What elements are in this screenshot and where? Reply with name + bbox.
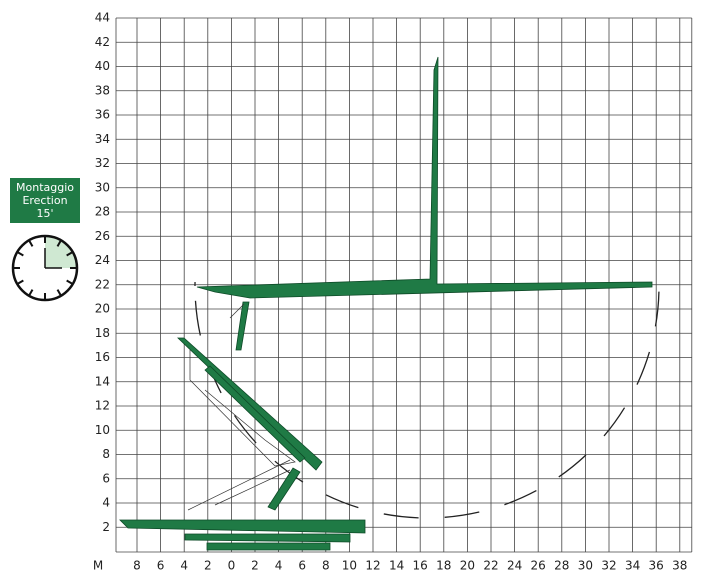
y-axis-label: 26: [95, 229, 110, 243]
clock-icon: [11, 234, 79, 302]
y-axis-label: 4: [102, 496, 110, 510]
x-axis-label: 32: [601, 559, 616, 573]
x-axis-label: 28: [554, 559, 569, 573]
x-axis-label: 4: [180, 559, 188, 573]
x-axis-unit: M: [93, 559, 103, 573]
y-axis-label: 36: [95, 108, 110, 122]
y-axis-label: 44: [95, 11, 110, 25]
x-axis-label: 8: [133, 559, 141, 573]
y-axis-label: 32: [95, 156, 110, 170]
y-axis-label: 12: [95, 399, 110, 413]
y-axis-label: 30: [95, 180, 110, 194]
badge-line: Erection: [22, 194, 67, 207]
x-axis-label: 34: [625, 559, 640, 573]
y-axis-label: 40: [95, 59, 110, 73]
y-axis-label: 20: [95, 302, 110, 316]
y-axis-label: 6: [102, 471, 110, 485]
x-axis-label: 12: [365, 559, 380, 573]
badge-line: Montaggio: [16, 181, 74, 194]
y-axis-label: 8: [102, 447, 110, 461]
y-axis-label: 22: [95, 277, 110, 291]
x-axis-label: 18: [436, 559, 451, 573]
badge-line: 15': [36, 207, 53, 220]
badge-box: [10, 178, 80, 223]
x-axis-label: 30: [578, 559, 593, 573]
y-axis-label: 10: [95, 423, 110, 437]
clock-tick: [56, 240, 62, 247]
x-axis-label: 22: [483, 559, 498, 573]
y-axis-label: 16: [95, 350, 110, 364]
x-axis-label: 20: [460, 559, 475, 573]
clock-tick: [28, 289, 34, 296]
badge: Montaggio Erection 15': [10, 178, 80, 223]
x-axis-label: 2: [204, 559, 212, 573]
x-axis-label: 38: [672, 559, 687, 573]
x-axis-label: 6: [298, 559, 306, 573]
x-axis-label: 6: [157, 559, 165, 573]
y-axis-label: 34: [95, 132, 110, 146]
x-axis-label: 2: [251, 559, 259, 573]
x-axis-label: 10: [342, 559, 357, 573]
x-axis-label: 8: [322, 559, 330, 573]
clock-tick: [28, 240, 34, 247]
y-axis-label: 2: [102, 520, 110, 534]
crane-folded: [119, 519, 366, 551]
x-axis-label: 0: [228, 559, 236, 573]
crane-erecting: [177, 337, 323, 511]
y-axis-label: 24: [95, 253, 110, 267]
x-axis-label: 16: [413, 559, 428, 573]
x-axis-label: 24: [507, 559, 522, 573]
y-axis-label: 42: [95, 35, 110, 49]
y-axis-label: 28: [95, 205, 110, 219]
y-axis-label: 14: [95, 374, 110, 388]
x-axis-label: 36: [649, 559, 664, 573]
clock-tick: [17, 279, 24, 285]
clock-tick: [66, 251, 73, 257]
x-axis-label: 4: [275, 559, 283, 573]
clock-tick: [17, 251, 24, 257]
x-axis-label: 14: [389, 559, 404, 573]
y-axis-label: 38: [95, 83, 110, 97]
grid: 8 6 4 2 0 2 4 6 8 10 12 14 16 18 20 22 24 26 28 30 32 34 36 38M…: [93, 11, 693, 573]
crane-working: [196, 56, 653, 351]
slewing-radius: [194, 282, 660, 519]
clock-tick: [66, 279, 73, 285]
clock-tick: [56, 289, 62, 296]
y-axis-label: 18: [95, 326, 110, 340]
x-axis-label: 26: [531, 559, 546, 573]
